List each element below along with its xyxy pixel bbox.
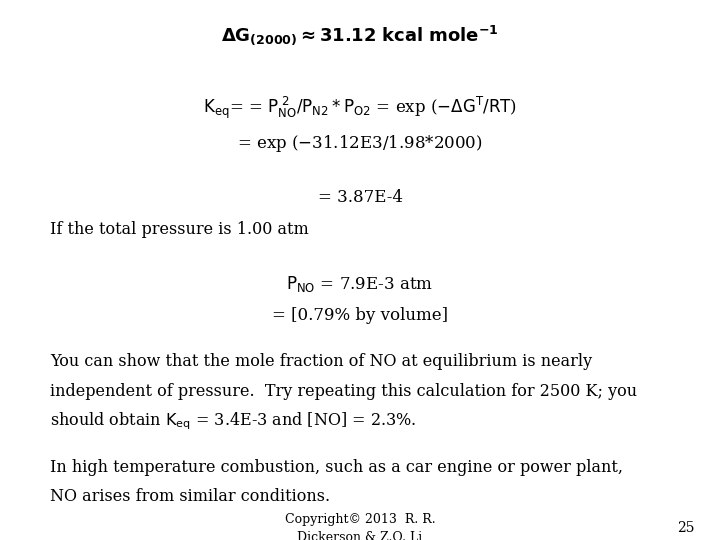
Text: = 3.87E-4: = 3.87E-4	[318, 188, 402, 206]
Text: In high temperature combustion, such as a car engine or power plant,: In high temperature combustion, such as …	[50, 458, 624, 476]
Text: NO arises from similar conditions.: NO arises from similar conditions.	[50, 488, 330, 505]
Text: = [0.79% by volume]: = [0.79% by volume]	[272, 307, 448, 325]
Text: Copyright© 2013  R. R.
Dickerson & Z.Q. Li: Copyright© 2013 R. R. Dickerson & Z.Q. L…	[284, 513, 436, 540]
Text: 25: 25	[678, 521, 695, 535]
Text: $\mathrm{P_{NO}}$ = 7.9E-3 atm: $\mathrm{P_{NO}}$ = 7.9E-3 atm	[287, 273, 433, 294]
Text: $\mathbf{\Delta G_{(2000)} \approx 31.12\ \mathbf{kcal\ mole}^{-1}}$: $\mathbf{\Delta G_{(2000)} \approx 31.12…	[221, 23, 499, 47]
Text: If the total pressure is 1.00 atm: If the total pressure is 1.00 atm	[50, 221, 309, 238]
Text: independent of pressure.  Try repeating this calculation for 2500 K; you: independent of pressure. Try repeating t…	[50, 383, 637, 400]
Text: You can show that the mole fraction of NO at equilibrium is nearly: You can show that the mole fraction of N…	[50, 353, 593, 370]
Text: should obtain $\mathrm{K_{eq}}$ = 3.4E-3 and [NO] = 2.3%.: should obtain $\mathrm{K_{eq}}$ = 3.4E-3…	[50, 410, 417, 432]
Text: $\mathrm{K_{eq}}$= = $\mathrm{P_{NO}^{\ 2}/P_{N2}*P_{O2}}$ = exp ($-\Delta\mathr: $\mathrm{K_{eq}}$= = $\mathrm{P_{NO}^{\ …	[203, 95, 517, 121]
Text: = exp ($-$31.12E3/1.98*2000): = exp ($-$31.12E3/1.98*2000)	[238, 133, 482, 153]
